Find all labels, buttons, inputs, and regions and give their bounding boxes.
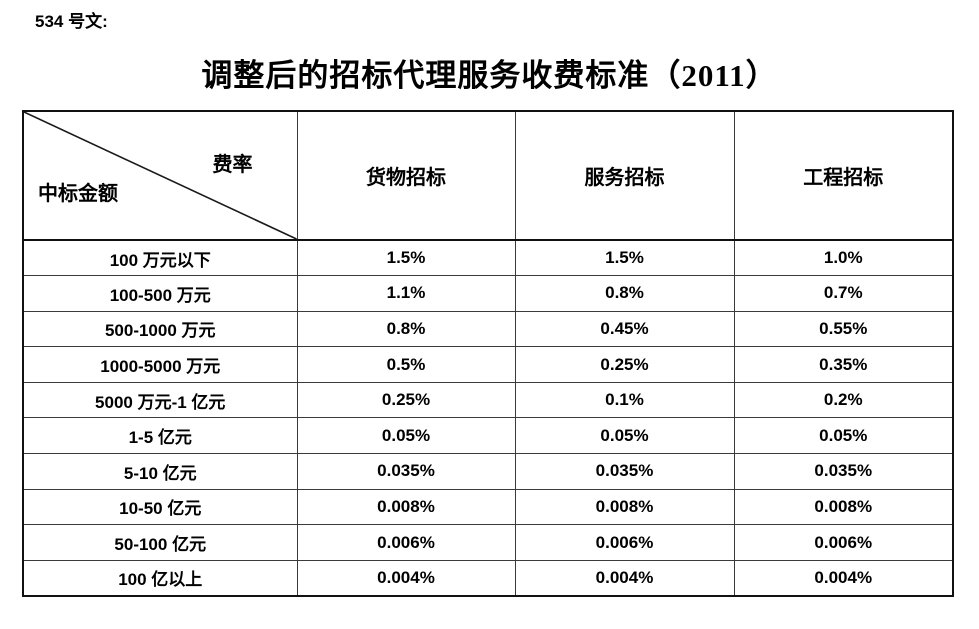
rate-value-cell: 0.7% xyxy=(733,275,954,312)
amount-range-cell: 5-10 亿元 xyxy=(22,453,298,490)
rate-value-cell: 0.05% xyxy=(733,417,954,455)
rate-value-cell: 0.5% xyxy=(296,346,516,383)
table-row: 50-100 亿元 0.006% 0.006% 0.006% xyxy=(22,524,954,561)
rate-value-cell: 0.1% xyxy=(514,381,735,419)
rate-value-cell: 0.035% xyxy=(514,453,735,490)
rate-value-cell: 1.5% xyxy=(296,239,516,277)
rate-value-cell: 0.2% xyxy=(733,381,954,419)
amount-range-cell: 5000 万元-1 亿元 xyxy=(22,381,298,419)
rate-value-cell: 0.008% xyxy=(514,488,735,526)
table-row: 1-5 亿元 0.05% 0.05% 0.05% xyxy=(22,417,954,455)
rate-value-cell: 1.5% xyxy=(514,239,735,277)
rate-value-cell: 0.006% xyxy=(733,524,954,561)
rate-value-cell: 0.05% xyxy=(296,417,516,455)
rate-value-cell: 1.0% xyxy=(733,239,954,277)
rate-value-cell: 0.004% xyxy=(733,559,954,597)
rate-value-cell: 0.006% xyxy=(514,524,735,561)
column-header-goods-bidding: 货物招标 xyxy=(296,110,516,241)
amount-range-cell: 10-50 亿元 xyxy=(22,488,298,526)
rate-value-cell: 0.25% xyxy=(296,381,516,419)
table-row: 100-500 万元 1.1% 0.8% 0.7% xyxy=(22,275,954,312)
column-header-service-bidding: 服务招标 xyxy=(514,110,735,241)
corner-amount-label: 中标金额 xyxy=(38,183,118,205)
amount-range-cell: 1000-5000 万元 xyxy=(22,346,298,383)
rate-value-cell: 0.035% xyxy=(296,453,516,490)
rate-value-cell: 0.035% xyxy=(733,453,954,490)
fee-table-body: 100 万元以下 1.5% 1.5% 1.0% 100-500 万元 1.1% 0.8% 0.… xyxy=(22,239,954,597)
diagonal-line xyxy=(24,112,297,239)
rate-value-cell: 0.55% xyxy=(733,310,954,348)
amount-range-cell: 100-500 万元 xyxy=(22,275,298,312)
rate-value-cell: 0.006% xyxy=(296,524,516,561)
table-row: 5000 万元-1 亿元 0.25% 0.1% 0.2% xyxy=(22,381,954,419)
table-row: 100 亿以上 0.004% 0.004% 0.004% xyxy=(22,559,954,597)
amount-range-cell: 100 亿以上 xyxy=(22,559,298,597)
rate-value-cell: 0.45% xyxy=(514,310,735,348)
diagonal-corner-cell: 费率 中标金额 xyxy=(22,110,298,241)
amount-range-cell: 500-1000 万元 xyxy=(22,310,298,348)
table-row: 5-10 亿元 0.035% 0.035% 0.035% xyxy=(22,453,954,490)
rate-value-cell: 1.1% xyxy=(296,275,516,312)
amount-range-cell: 1-5 亿元 xyxy=(22,417,298,455)
rate-value-cell: 0.008% xyxy=(296,488,516,526)
amount-range-cell: 50-100 亿元 xyxy=(22,524,298,561)
table-row: 500-1000 万元 0.8% 0.45% 0.55% xyxy=(22,310,954,348)
doc-number-label: 534 号文: xyxy=(35,12,108,31)
rate-value-cell: 0.05% xyxy=(514,417,735,455)
table-row: 10-50 亿元 0.008% 0.008% 0.008% xyxy=(22,488,954,526)
table-row: 1000-5000 万元 0.5% 0.25% 0.35% xyxy=(22,346,954,383)
rate-value-cell: 0.004% xyxy=(296,559,516,597)
rate-value-cell: 0.8% xyxy=(296,310,516,348)
rate-value-cell: 0.25% xyxy=(514,346,735,383)
corner-rate-label: 费率 xyxy=(212,154,253,176)
rate-value-cell: 0.8% xyxy=(514,275,735,312)
table-row: 100 万元以下 1.5% 1.5% 1.0% xyxy=(22,239,954,277)
rate-value-cell: 0.004% xyxy=(514,559,735,597)
fee-rate-table: 费率 中标金额 货物招标 服务招标 工程招标 100 万元以下 1.5% 1.5% 1… xyxy=(22,110,954,597)
page-title: 调整后的招标代理服务收费标准（2011） xyxy=(201,58,778,93)
rate-value-cell: 0.008% xyxy=(733,488,954,526)
column-header-engineering-bidding: 工程招标 xyxy=(733,110,954,241)
rate-value-cell: 0.35% xyxy=(733,346,954,383)
amount-range-cell: 100 万元以下 xyxy=(22,239,298,277)
header-row: 费率 中标金额 货物招标 服务招标 工程招标 xyxy=(22,110,954,241)
